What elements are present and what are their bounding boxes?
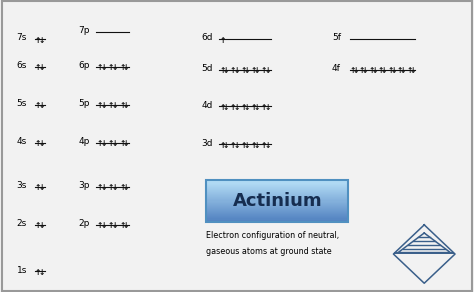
Text: ↑: ↑: [96, 139, 103, 148]
Bar: [206, 191, 348, 192]
Text: gaseous atoms at ground state: gaseous atoms at ground state: [206, 247, 332, 256]
Text: ↑: ↑: [35, 139, 41, 148]
Text: ↑: ↑: [387, 66, 393, 75]
Bar: [206, 181, 348, 183]
Bar: [206, 208, 348, 209]
Bar: [206, 215, 348, 217]
Text: ↑: ↑: [397, 66, 403, 75]
Bar: [206, 184, 348, 185]
Text: 3d: 3d: [201, 139, 213, 147]
Text: 6d: 6d: [201, 34, 213, 42]
Text: ↑: ↑: [378, 66, 384, 75]
Text: 5s: 5s: [17, 99, 27, 108]
Text: ↑: ↑: [35, 36, 41, 45]
Bar: [206, 199, 348, 201]
Text: ↑: ↑: [406, 66, 412, 75]
Text: ↓: ↓: [38, 183, 45, 192]
Text: ↓: ↓: [381, 66, 387, 75]
Bar: [206, 195, 348, 197]
Bar: [206, 216, 348, 218]
Text: ↑: ↑: [96, 221, 103, 230]
Text: ↓: ↓: [233, 103, 239, 112]
Text: ↑: ↑: [261, 103, 267, 112]
Text: 4s: 4s: [17, 137, 27, 146]
Text: ↑: ↑: [35, 221, 41, 230]
Text: ↑: ↑: [96, 183, 103, 192]
Text: ↓: ↓: [100, 221, 107, 230]
Bar: [206, 186, 348, 187]
Text: ↑: ↑: [119, 183, 126, 192]
Text: 3p: 3p: [78, 181, 90, 190]
Text: 7p: 7p: [78, 26, 90, 35]
Bar: [206, 194, 348, 195]
Text: ↓: ↓: [410, 66, 416, 75]
Bar: [206, 180, 348, 182]
Bar: [206, 220, 348, 221]
Text: ↑: ↑: [230, 66, 236, 75]
Text: 1s: 1s: [17, 266, 27, 274]
Text: ↑: ↑: [240, 103, 246, 112]
Text: ↑: ↑: [119, 101, 126, 110]
Text: ↑: ↑: [251, 66, 257, 75]
Bar: [206, 192, 348, 193]
Text: ↓: ↓: [353, 66, 359, 75]
Text: 5d: 5d: [201, 64, 213, 73]
Text: ↓: ↓: [123, 101, 129, 110]
Text: ↓: ↓: [254, 66, 260, 75]
Text: ↑: ↑: [108, 101, 114, 110]
Text: ↓: ↓: [38, 221, 45, 230]
Text: ↓: ↓: [111, 183, 118, 192]
Text: ↓: ↓: [100, 101, 107, 110]
Text: ↓: ↓: [400, 66, 406, 75]
Text: 6s: 6s: [17, 61, 27, 70]
Text: ↑: ↑: [359, 66, 365, 75]
Text: ↓: ↓: [223, 103, 229, 112]
Text: 5p: 5p: [78, 99, 90, 108]
Text: 5f: 5f: [332, 34, 341, 42]
Text: ↓: ↓: [391, 66, 397, 75]
Text: ↓: ↓: [362, 66, 368, 75]
Text: ↑: ↑: [108, 183, 114, 192]
Text: ↓: ↓: [223, 141, 229, 150]
Text: ↓: ↓: [38, 63, 45, 72]
Bar: [206, 190, 348, 191]
Text: Actinium: Actinium: [232, 192, 322, 210]
Text: ↑: ↑: [35, 268, 41, 277]
Text: ↓: ↓: [38, 139, 45, 148]
Text: ↓: ↓: [264, 141, 271, 150]
Bar: [206, 185, 348, 186]
Text: ↑: ↑: [96, 63, 103, 72]
Text: 4d: 4d: [201, 101, 213, 110]
Text: ↑: ↑: [230, 141, 236, 150]
Text: ↑: ↑: [368, 66, 374, 75]
Bar: [206, 212, 348, 213]
Text: ↑: ↑: [219, 66, 226, 75]
Text: ↑: ↑: [251, 141, 257, 150]
Text: ↓: ↓: [372, 66, 378, 75]
Text: ↓: ↓: [123, 63, 129, 72]
Text: ↓: ↓: [123, 221, 129, 230]
Text: ↑: ↑: [96, 101, 103, 110]
Text: 4p: 4p: [78, 137, 90, 146]
Bar: [206, 213, 348, 215]
Text: ↑: ↑: [119, 221, 126, 230]
Text: ↓: ↓: [111, 221, 118, 230]
Text: ↓: ↓: [100, 183, 107, 192]
Bar: [206, 207, 348, 208]
Text: ↓: ↓: [223, 66, 229, 75]
Bar: [206, 198, 348, 200]
Text: ↓: ↓: [264, 66, 271, 75]
Text: ↓: ↓: [100, 63, 107, 72]
Text: ↑: ↑: [219, 141, 226, 150]
Text: ↓: ↓: [264, 103, 271, 112]
Text: 4f: 4f: [332, 64, 341, 73]
Text: ↓: ↓: [123, 139, 129, 148]
Text: ↓: ↓: [111, 101, 118, 110]
Text: ↑: ↑: [35, 101, 41, 110]
Text: Electron configuration of neutral,: Electron configuration of neutral,: [206, 231, 339, 240]
Bar: [206, 200, 348, 202]
Text: ↓: ↓: [254, 103, 260, 112]
Text: ↑: ↑: [119, 63, 126, 72]
Text: ↑: ↑: [261, 66, 267, 75]
